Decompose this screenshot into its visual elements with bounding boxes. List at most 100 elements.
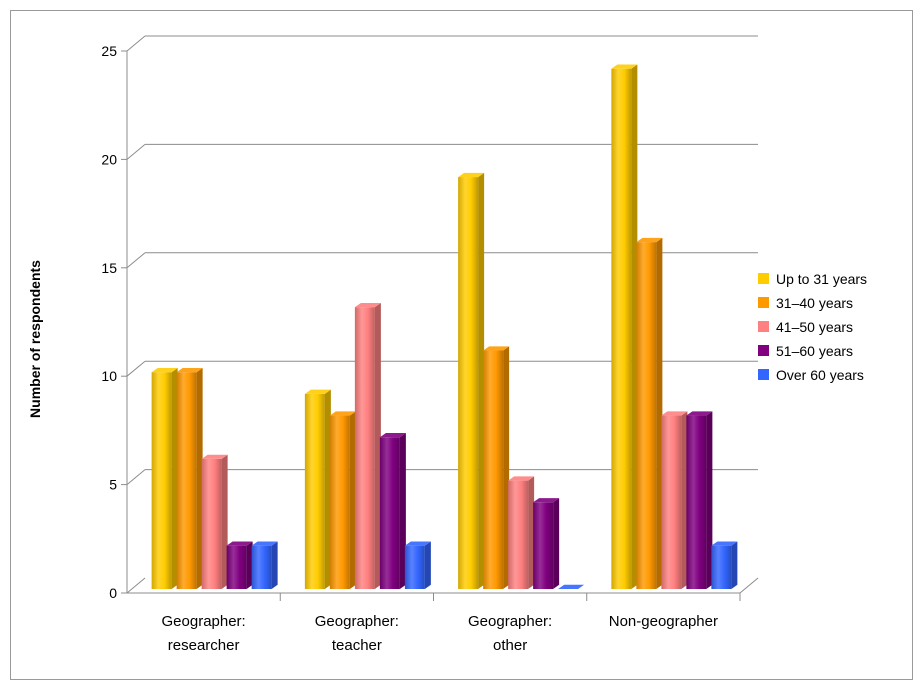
bar-top xyxy=(611,64,638,69)
bar-side xyxy=(424,541,431,589)
x-category-label: Geographer: xyxy=(162,613,246,630)
bar xyxy=(151,368,178,589)
legend-label: 51–60 years xyxy=(776,343,853,359)
bar xyxy=(508,476,535,589)
bar-side xyxy=(349,411,356,589)
bar-front xyxy=(686,415,707,589)
bar-top xyxy=(636,237,663,243)
bar-side xyxy=(706,411,713,589)
bar-top xyxy=(201,454,228,459)
bar-front xyxy=(176,372,197,589)
bar-top xyxy=(458,172,485,178)
bar-top xyxy=(226,541,253,546)
y-tick-label: 0 xyxy=(109,585,117,601)
gridline-depth xyxy=(126,35,146,52)
bar xyxy=(711,541,738,589)
bar-top xyxy=(379,433,406,438)
bar-side xyxy=(271,541,278,589)
bar-top xyxy=(711,541,738,546)
bar-side xyxy=(631,64,638,590)
bar-side xyxy=(196,368,203,589)
y-tick-label: 20 xyxy=(101,151,117,167)
bar-side xyxy=(503,346,510,589)
bar-front xyxy=(226,545,247,589)
y-tick-label: 25 xyxy=(101,43,117,59)
legend-swatch xyxy=(758,321,769,332)
gridline-depth xyxy=(126,144,146,160)
bar-front xyxy=(151,372,172,589)
bar xyxy=(661,411,688,589)
bar-top xyxy=(686,411,713,416)
bar xyxy=(379,433,406,589)
bar-side xyxy=(478,172,485,589)
bar-front xyxy=(611,68,632,590)
bar-side xyxy=(528,476,535,589)
bar-top xyxy=(304,389,331,394)
legend-swatch xyxy=(758,369,769,380)
bar xyxy=(404,541,431,589)
bar-front xyxy=(636,242,657,589)
bar xyxy=(176,368,203,589)
x-category-label: Non-geographer xyxy=(609,613,718,630)
bar-front xyxy=(251,545,272,589)
legend-label: 41–50 years xyxy=(776,319,853,335)
bar-front xyxy=(404,545,425,589)
gridline-depth xyxy=(126,252,146,269)
gridline-depth xyxy=(126,577,146,594)
bar-top xyxy=(533,498,560,503)
bar xyxy=(611,64,638,590)
bar-side xyxy=(553,498,560,589)
legend-swatch xyxy=(758,297,769,308)
bar-front xyxy=(354,307,375,589)
floor-edge xyxy=(739,577,759,594)
bar-side xyxy=(324,389,331,589)
bar-side xyxy=(731,541,738,589)
bar-top xyxy=(329,411,356,416)
bar xyxy=(636,237,663,590)
bar xyxy=(458,172,485,589)
bar-front xyxy=(201,458,222,589)
bar xyxy=(304,389,331,589)
bar-front xyxy=(533,502,554,589)
bar-side xyxy=(399,433,406,589)
bar-side xyxy=(246,541,253,589)
bar-top xyxy=(251,541,278,546)
bar-side xyxy=(681,411,688,589)
gridline-depth xyxy=(126,469,146,485)
bar xyxy=(483,346,510,589)
y-tick-label: 15 xyxy=(101,260,117,276)
legend-label: 31–40 years xyxy=(776,295,853,311)
bar xyxy=(354,302,381,589)
bar xyxy=(251,541,278,589)
bar-front xyxy=(711,545,732,589)
gridline-depth xyxy=(126,360,146,377)
x-category-label: Geographer: xyxy=(468,613,552,630)
bar-front xyxy=(483,350,504,589)
bar-front xyxy=(508,480,529,589)
bar-top xyxy=(404,541,431,546)
x-category-label: researcher xyxy=(168,637,240,654)
bar-top xyxy=(558,584,585,589)
bar xyxy=(226,541,253,589)
y-tick-label: 5 xyxy=(109,477,117,493)
bar-front xyxy=(379,437,400,589)
bar-side xyxy=(656,237,663,590)
bar-front xyxy=(458,177,479,589)
bar-top xyxy=(508,476,535,481)
legend-swatch xyxy=(758,345,769,356)
bar xyxy=(686,411,713,589)
legend-swatch xyxy=(758,273,769,284)
bar-top xyxy=(354,302,381,308)
bar-front xyxy=(329,415,350,589)
bar-side xyxy=(221,454,228,589)
legend-label: Up to 31 years xyxy=(776,271,867,287)
bar-top xyxy=(176,368,203,373)
bar-side xyxy=(171,368,178,589)
bar-front xyxy=(304,393,325,589)
y-tick-label: 10 xyxy=(101,368,117,384)
bar-top xyxy=(661,411,688,416)
bar-side xyxy=(374,302,381,589)
bar xyxy=(558,584,585,589)
bar-top xyxy=(151,368,178,373)
